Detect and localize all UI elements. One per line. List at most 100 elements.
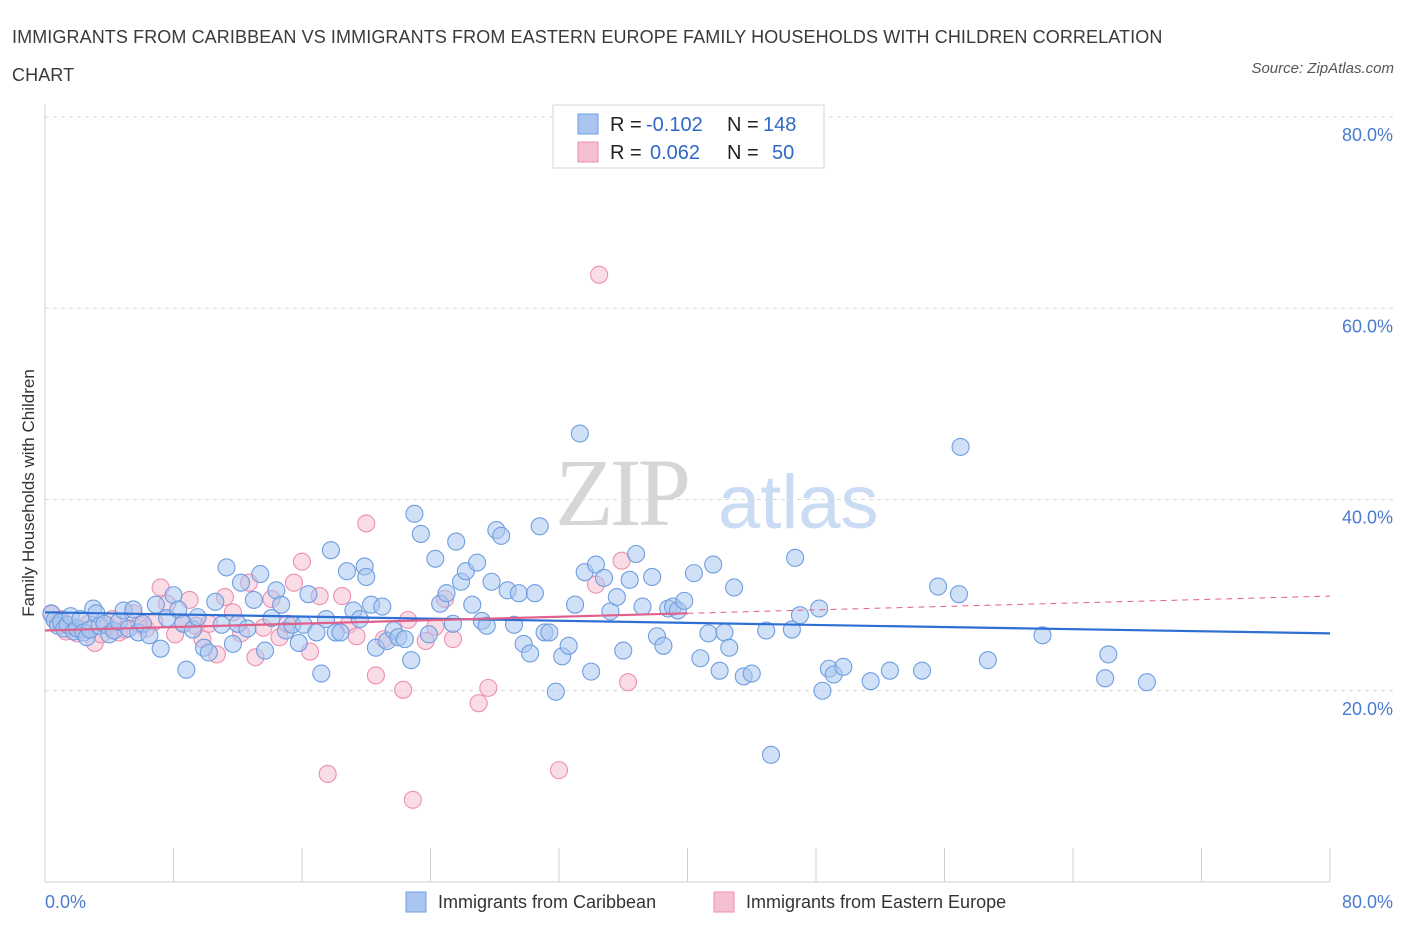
caribbean-point-144 [912,661,932,680]
caribbean-point-68 [373,597,392,616]
caribbean-point-46 [256,641,275,660]
caribbean-point-26 [146,595,165,614]
legend-n-value-eastern: 50 [772,142,794,164]
caribbean-point-135 [786,548,805,567]
bottom-legend: Immigrants from Caribbean Immigrants fro… [405,891,1006,913]
caribbean-point-115 [643,567,662,587]
caribbean-point-112 [620,570,639,589]
eastern-point-55 [479,678,498,697]
caribbean-point-44 [244,590,263,609]
y-tick-label-80: 80.0% [1342,125,1393,145]
caribbean-point-141 [834,657,853,676]
eastern-trend-extension [687,595,1331,614]
eastern-point-37 [292,552,312,571]
source-label: Source: ZipAtlas.com [1251,60,1394,77]
caribbean-point-138 [813,681,832,700]
eastern-point-44 [357,514,376,533]
axes [44,104,1330,883]
caribbean-point-143 [880,661,899,680]
eastern-point-58 [590,265,609,284]
eastern-point-53 [443,630,463,649]
trend-lines [44,595,1331,635]
legend-n-label-eastern: N = [727,142,764,164]
caribbean-point-85 [468,553,487,572]
eastern-point-49 [403,790,422,809]
caribbean-point-61 [337,562,357,581]
watermark-atlas: atlas [718,460,879,545]
caribbean-point-40 [223,634,242,653]
caribbean-point-106 [582,662,601,681]
legend-n-label-caribbean: N = [727,114,764,136]
caribbean-points [42,424,1156,764]
caribbean-point-149 [1033,626,1052,645]
caribbean-point-126 [710,661,729,680]
caribbean-point-110 [607,587,626,607]
caribbean-point-114 [633,597,652,616]
caribbean-point-79 [437,584,456,603]
legend-r-value-caribbean: -0.102 [646,114,703,136]
caribbean-point-75 [411,524,430,543]
y-tick-label-60: 60.0% [1342,316,1393,336]
caribbean-point-37 [206,592,225,611]
caribbean-point-45 [251,565,270,584]
y-axis-title: Family Households with Children [19,369,38,617]
caribbean-point-104 [570,424,589,443]
caribbean-point-131 [742,664,761,683]
caribbean-point-96 [525,584,544,603]
caribbean-point-95 [521,644,540,663]
caribbean-point-39 [217,558,236,577]
eastern-europe-points [42,265,638,809]
caribbean-point-36 [199,643,218,662]
eastern-point-43 [347,627,366,646]
y-tick-label-40: 40.0% [1342,508,1393,528]
legend-r-label-eastern: R = [610,142,647,164]
eastern-point-40 [318,764,337,783]
caribbean-point-76 [419,625,438,644]
bottom-legend-label-eastern: Immigrants from Eastern Europe [746,892,1006,912]
caribbean-point-58 [321,541,340,560]
caribbean-point-133 [761,745,781,764]
caribbean-point-52 [289,633,308,652]
caribbean-point-27 [151,639,170,658]
legend-swatch-caribbean [577,113,599,135]
caribbean-point-87 [477,616,496,635]
y-tick-label-20: 20.0% [1342,699,1393,719]
x-tick-label-max: 80.0% [1342,892,1393,912]
caribbean-point-54 [299,585,318,604]
caribbean-point-136 [790,606,809,625]
caribbean-point-32 [177,660,196,679]
caribbean-point-103 [566,595,585,614]
caribbean-point-107 [586,555,605,574]
caribbean-point-88 [482,572,501,591]
caribbean-point-102 [559,636,578,655]
caribbean-point-47 [262,609,281,628]
caribbean-point-127 [715,623,734,642]
caribbean-point-65 [357,567,376,587]
x-ticks [44,848,1331,882]
watermark-zip: ZIP [555,439,688,546]
caribbean-point-34 [188,608,207,627]
x-tick-label-min: 0.0% [45,892,86,912]
eastern-point-47 [394,680,413,699]
legend-swatch-eastern [577,141,599,163]
caribbean-point-121 [675,591,694,610]
caribbean-point-56 [312,664,331,683]
caribbean-point-152 [1137,673,1156,692]
bottom-legend-swatch-eastern [713,891,735,913]
caribbean-point-113 [627,544,646,564]
caribbean-point-145 [929,577,948,596]
caribbean-point-93 [509,584,528,603]
caribbean-point-73 [402,651,421,670]
eastern-point-56 [549,761,569,780]
eastern-point-45 [366,666,385,685]
caribbean-point-132 [757,621,776,640]
caribbean-point-97 [530,517,549,536]
caribbean-point-22 [124,600,143,619]
caribbean-point-72 [395,630,414,649]
eastern-point-54 [469,694,488,713]
caribbean-point-77 [426,549,445,568]
caribbean-point-146 [949,585,969,604]
caribbean-point-129 [725,578,744,597]
y-tick-labels: 20.0% 40.0% 60.0% 80.0% [1342,125,1393,719]
